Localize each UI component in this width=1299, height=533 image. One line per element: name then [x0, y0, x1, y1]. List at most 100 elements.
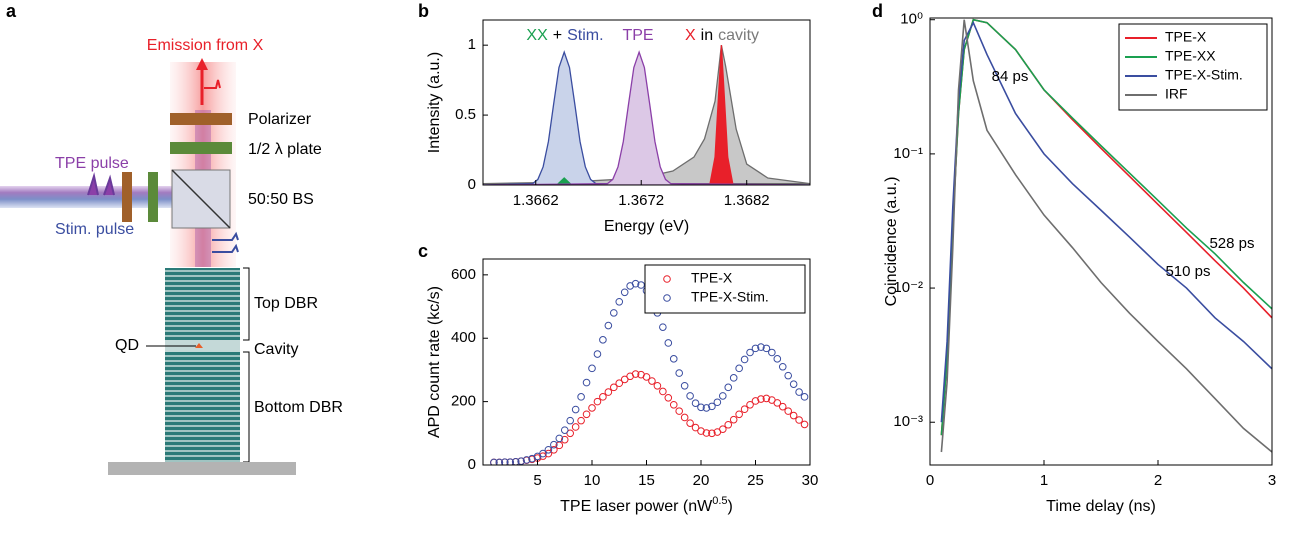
setup-diagram: Emission from X Polarizer 1/2 λ plate TP…: [0, 37, 343, 475]
data-point: [571, 423, 580, 431]
data-point: [506, 458, 515, 465]
x-tick-label: 10: [584, 472, 601, 489]
data-point: [757, 343, 765, 351]
legend-label: TPE-X-Stim.: [1165, 67, 1243, 83]
data-point: [566, 416, 575, 425]
annotation: 528 ps: [1209, 235, 1254, 252]
data-point: [768, 348, 776, 357]
data-point: [735, 364, 743, 373]
data-point: [522, 456, 531, 464]
data-point: [691, 399, 700, 408]
data-point: [582, 410, 591, 419]
data-point: [773, 399, 782, 407]
polarizer: [170, 113, 232, 125]
x-tick-label: 30: [802, 472, 819, 489]
data-point: [582, 378, 591, 387]
data-point: [708, 429, 716, 438]
peak-label-part: Stim.: [567, 27, 603, 44]
data-point: [560, 426, 569, 434]
x-tick-label: 3: [1268, 472, 1276, 489]
chart-panel: 0 1 2 3 10⁻³ 10⁻² 10⁻¹ 10⁰ Time delay (ns) Coinci…: [883, 11, 1276, 516]
x-tick-label: 15: [638, 472, 655, 489]
quantum-dot: [195, 343, 203, 348]
bracket: [243, 267, 250, 463]
axes-box: [482, 258, 811, 466]
plot-area: [490, 279, 809, 465]
label: TPE pulse: [55, 155, 129, 172]
x-tick-label: 5: [533, 472, 541, 489]
spectrum: [483, 50, 810, 185]
data-point: [637, 281, 645, 289]
data-point: [588, 364, 596, 373]
legend-marker: [663, 294, 671, 302]
x-axis-label: Energy (eV): [604, 218, 689, 235]
y-tick-label: 600: [451, 266, 476, 283]
data-point: [751, 397, 760, 405]
y-tick-label: 400: [451, 329, 476, 346]
data-point: [669, 355, 678, 363]
y-axis-label: Coincidence (a.u.): [883, 177, 900, 307]
label: Top DBR: [254, 295, 318, 312]
data-point: [719, 392, 727, 400]
annotation: 510 ps: [1165, 263, 1210, 280]
data-point: [550, 445, 558, 454]
data-point: [713, 398, 722, 407]
spectrum: [555, 177, 573, 185]
legend-box: [644, 264, 806, 314]
data-point: [675, 369, 684, 377]
data-point: [631, 279, 640, 288]
x-tick-label: 1.3672: [618, 192, 664, 209]
x-axis-label-part: ): [728, 498, 733, 515]
data-point: [697, 403, 705, 412]
peak-label-part: TPE: [622, 27, 653, 44]
x-tick-label: 1.3662: [513, 192, 559, 209]
data-point: [539, 449, 547, 458]
data-point: [577, 393, 585, 401]
data-point: [719, 425, 727, 433]
data-point: [501, 458, 509, 465]
data-point: [778, 362, 787, 371]
y-tick-label: 0: [468, 456, 476, 473]
data-point: [659, 323, 667, 331]
spectrum: [483, 50, 810, 185]
data-point: [615, 379, 624, 388]
data-point: [784, 407, 793, 415]
data-point: [740, 355, 749, 364]
y-tick-label: 0.5: [455, 106, 476, 123]
wave-plate: [148, 172, 158, 222]
label: Polarizer: [248, 111, 312, 128]
data-point: [653, 381, 662, 390]
data-point: [680, 413, 689, 422]
peak-label-part: +: [553, 27, 562, 44]
peak-label-part: in: [701, 27, 713, 44]
plot-area: [940, 18, 1272, 453]
data-point: [620, 288, 629, 297]
legend-label: IRF: [1165, 86, 1188, 102]
x-tick-label: 1.3682: [724, 192, 770, 209]
reflected-pulses: [212, 231, 239, 253]
y-axis-label: Intensity (a.u.): [426, 52, 443, 153]
arrow-head: [196, 58, 208, 70]
y-tick-label: 1: [468, 36, 476, 53]
legend-label: TPE-XX: [1165, 48, 1216, 64]
panel-label: b: [418, 1, 429, 21]
data-point: [697, 427, 705, 435]
x-tick-label: 20: [693, 472, 710, 489]
data-point: [800, 393, 809, 401]
data-point: [789, 411, 798, 420]
data-point: [762, 394, 771, 403]
excitation-beam: [0, 186, 172, 208]
data-point: [631, 370, 640, 378]
emission-pulse: [204, 79, 221, 89]
y-tick-label: 10⁻³: [893, 413, 923, 430]
annotation: 84 ps: [992, 68, 1029, 85]
data-point: [702, 404, 711, 412]
peak-label: XX + Stim.: [526, 27, 603, 44]
label: Emission from X: [147, 37, 264, 54]
panel-label: d: [872, 1, 883, 21]
data-point: [773, 355, 782, 363]
peak-label-part: cavity: [718, 27, 759, 44]
data-point: [490, 458, 498, 465]
y-tick-label: 10⁻²: [893, 279, 923, 296]
data-point: [784, 371, 793, 380]
